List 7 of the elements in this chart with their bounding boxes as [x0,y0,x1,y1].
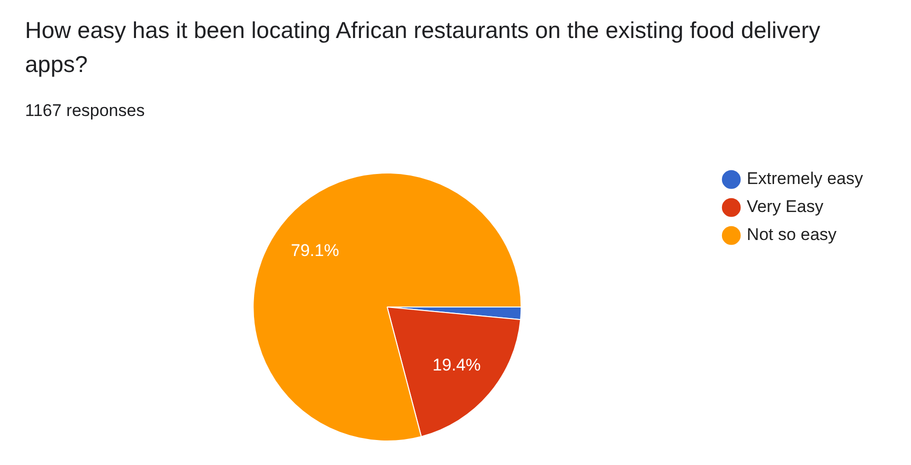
legend-label: Very Easy [746,197,824,216]
data-label: 79.1% [290,241,340,260]
legend-label: Not so easy [746,225,838,244]
data-label: 19.4% [432,356,481,375]
legend-label: Extremely easy [746,169,864,188]
text: 1167 responses [25,101,145,121]
chart-title: How easy has it been locating African restaurants on the existing food delivery apps? [25,16,822,79]
